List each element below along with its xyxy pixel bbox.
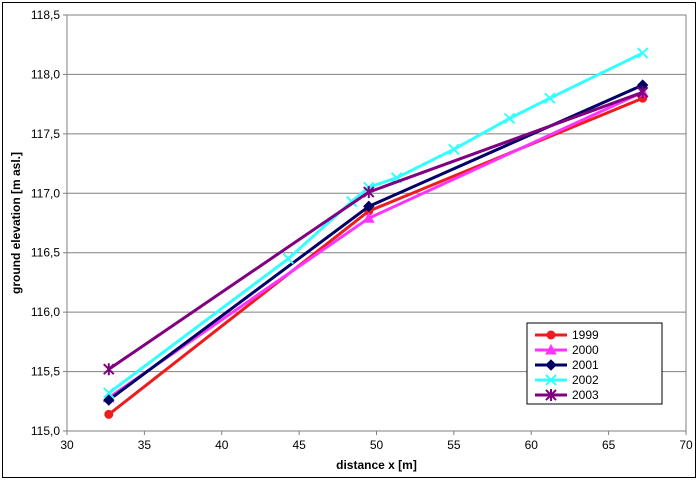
series-group — [102, 47, 649, 419]
y-tick-label: 118,0 — [31, 67, 60, 81]
data-point — [103, 363, 115, 376]
data-point — [636, 86, 649, 99]
x-tick-label: 30 — [60, 438, 74, 452]
chart-frame: 115,0 115,5 116,0 116,5 117,0 117,5 118,0 118,5… — [2, 2, 696, 478]
data-point — [362, 212, 375, 223]
y-tick-label: 117,5 — [31, 127, 60, 141]
x-tick-label: 55 — [447, 438, 461, 452]
y-tick-label: 117,0 — [31, 186, 60, 200]
y-tick-label: 116,0 — [31, 305, 60, 319]
legend-label: 2000 — [572, 343, 599, 357]
legend-marker — [545, 389, 557, 401]
data-point — [103, 387, 115, 399]
data-point — [282, 252, 295, 265]
legend-marker — [546, 330, 556, 340]
y-tick-label: 115,5 — [31, 365, 60, 379]
x-tick-label: 60 — [525, 438, 539, 452]
x-tick-label: 65 — [602, 438, 616, 452]
data-point — [104, 409, 114, 419]
x-tick-label: 70 — [679, 438, 693, 452]
legend-item: 2002 — [535, 373, 599, 387]
data-point — [544, 92, 556, 104]
legend-item: 1999 — [535, 328, 599, 342]
data-point — [503, 112, 516, 125]
legend-item: 2001 — [535, 358, 599, 372]
legend-item: 2000 — [535, 343, 599, 357]
legend-marker — [545, 359, 557, 371]
legend-label: 2001 — [572, 358, 599, 372]
axis-ticks: 115,0 115,5 116,0 116,5 117,0 117,5 118,0 118,5… — [31, 8, 693, 452]
x-tick-label: 35 — [138, 438, 152, 452]
data-point — [363, 186, 375, 199]
series-2002 — [103, 47, 649, 399]
y-tick-label: 115,0 — [31, 424, 60, 438]
x-tick-label: 45 — [292, 438, 306, 452]
legend-item: 2003 — [535, 388, 599, 402]
x-tick-label: 40 — [215, 438, 229, 452]
legend-label: 2003 — [572, 388, 599, 402]
y-tick-label: 116,5 — [31, 246, 60, 260]
series-2003 — [103, 86, 649, 376]
x-tick-label: 50 — [370, 438, 384, 452]
data-point — [103, 394, 115, 406]
legend-marker — [545, 343, 557, 355]
x-axis-title: distance x [m] — [336, 458, 417, 472]
data-point — [363, 200, 375, 213]
legend-label: 2002 — [572, 373, 599, 387]
y-tick-label: 118,5 — [31, 8, 60, 22]
legend-label: 1999 — [572, 328, 599, 342]
y-axis-title: ground elevation [m asl.] — [9, 152, 23, 294]
data-point — [448, 143, 460, 156]
line-chart: 115,0 115,5 116,0 116,5 117,0 117,5 118,0 118,5… — [9, 8, 693, 472]
legend-marker — [545, 374, 557, 386]
data-point — [636, 47, 649, 59]
